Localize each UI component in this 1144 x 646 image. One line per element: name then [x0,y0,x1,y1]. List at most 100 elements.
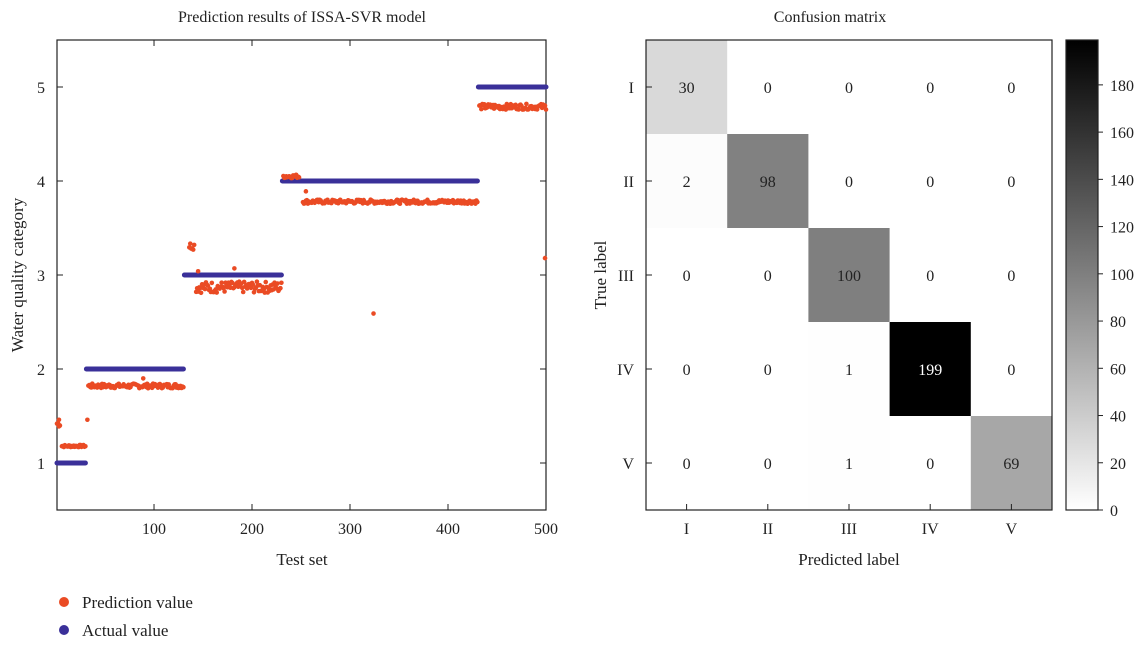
confusion-cell-value: 0 [926,456,934,473]
prediction-point [187,241,193,246]
confusion-cell [646,134,728,229]
prediction-point [56,417,62,423]
x-tick-label: 300 [338,521,362,538]
confusion-cell [970,134,1053,229]
y-tick-label: 5 [37,80,45,97]
legend-actual-label: Actual value [82,621,168,640]
prediction-point [524,101,529,107]
confusion-cell [808,322,891,417]
cm-x-tick-label: III [841,521,857,538]
confusion-cell-value: 0 [1007,80,1015,97]
confusion-cell [808,416,891,511]
actual-series [54,84,549,466]
prediction-point [475,199,480,205]
prediction-point [232,266,237,271]
confusion-cell-value: 0 [926,268,934,285]
confusion-cell [970,322,1053,417]
prediction-point [191,242,197,248]
scatter-panel: Prediction results of ISSA-SVR model 100… [8,9,558,640]
scatter-legend: Prediction value Actual value [59,593,193,640]
confusion-cell-value: 0 [764,268,772,285]
confusion-cell-value: 0 [1007,268,1015,285]
confusion-cell [646,322,728,417]
prediction-point [140,376,146,381]
colorbar-tick-label: 160 [1110,125,1134,142]
prediction-series [54,101,549,450]
prediction-point [479,106,484,112]
confusion-cell [970,228,1053,323]
confusion-x-axis-label: Predicted label [798,550,900,569]
colorbar-tick-label: 120 [1110,220,1134,237]
confusion-cell [727,322,809,417]
prediction-point [263,279,269,285]
cm-x-tick-label: II [762,521,773,538]
confusion-cell-value: 0 [764,80,772,97]
cm-x-tick-label: V [1006,521,1018,538]
confusion-cell-value: 0 [764,456,772,473]
cm-y-tick-label: V [622,456,634,473]
prediction-point [481,102,487,107]
prediction-point [254,279,260,284]
confusion-panel: Confusion matrix 30 0 0 0 02 98 0 0 00 0 100 0 00 0 1 1… [591,9,1134,569]
confusion-cell [889,228,972,323]
confusion-cell [727,228,809,323]
legend-prediction-label: Prediction value [82,593,193,612]
y-tick-label: 4 [37,174,45,191]
confusion-cell-value: 100 [837,268,861,285]
colorbar-tick-label: 140 [1110,172,1134,189]
prediction-point [83,443,88,449]
confusion-cell-value: 0 [926,174,934,191]
confusion-cell [889,322,972,417]
prediction-point [190,247,196,252]
prediction-point [240,289,246,295]
confusion-cell [646,228,728,323]
confusion-title: Confusion matrix [774,9,886,26]
confusion-cell [808,228,891,323]
confusion-cell-value: 0 [926,80,934,97]
prediction-point [202,286,208,292]
cm-y-tick-label: IV [617,362,634,379]
confusion-cell [889,416,972,511]
confusion-cell [727,134,809,229]
cm-y-tick-label: II [623,174,634,191]
confusion-cell-value: 0 [845,80,853,97]
confusion-cell-value: 69 [1003,456,1019,473]
confusion-cell-value: 30 [679,80,695,97]
scatter-x-axis-label: Test set [276,550,327,569]
x-tick-label: 200 [240,521,264,538]
cm-y-tick-label: III [618,268,634,285]
confusion-y-axis-label: True label [591,240,610,309]
confusion-cell-value: 0 [1007,174,1015,191]
x-tick-label: 500 [534,521,558,538]
confusion-cell-value: 1 [845,456,853,473]
y-tick-label: 1 [37,456,45,473]
confusion-cell-value: 0 [683,362,691,379]
confusion-cell [646,40,728,135]
cm-x-tick-label: I [684,521,689,538]
prediction-point [219,280,224,285]
prediction-point [278,285,283,291]
legend-actual-marker [59,625,69,635]
confusion-cell-value: 199 [918,362,942,379]
confusion-cell-value: 0 [845,174,853,191]
legend-prediction-marker [59,597,69,607]
colorbar-tick-label: 0 [1110,503,1118,520]
scatter-ticks: 100 200 300 400 500 1 2 3 4 5 [37,40,558,538]
confusion-cell [808,40,891,135]
confusion-cell-value: 2 [683,174,691,191]
legend-item-prediction: Prediction value [59,593,193,612]
colorbar-tick-label: 80 [1110,314,1126,331]
prediction-point [275,281,280,286]
prediction-point [222,289,227,294]
prediction-point [181,384,186,390]
confusion-cell [970,416,1053,511]
scatter-plot-area [56,39,547,511]
prediction-point [209,280,215,286]
confusion-cell-value: 0 [683,268,691,285]
confusion-cell [889,40,972,135]
prediction-point [542,103,548,108]
prediction-point [513,102,518,108]
confusion-cells: 30 0 0 0 0 2 98 0 0 0 0 0 100 0 0 0 0 1 199 0 0 0 1 0 69 [646,40,1053,511]
